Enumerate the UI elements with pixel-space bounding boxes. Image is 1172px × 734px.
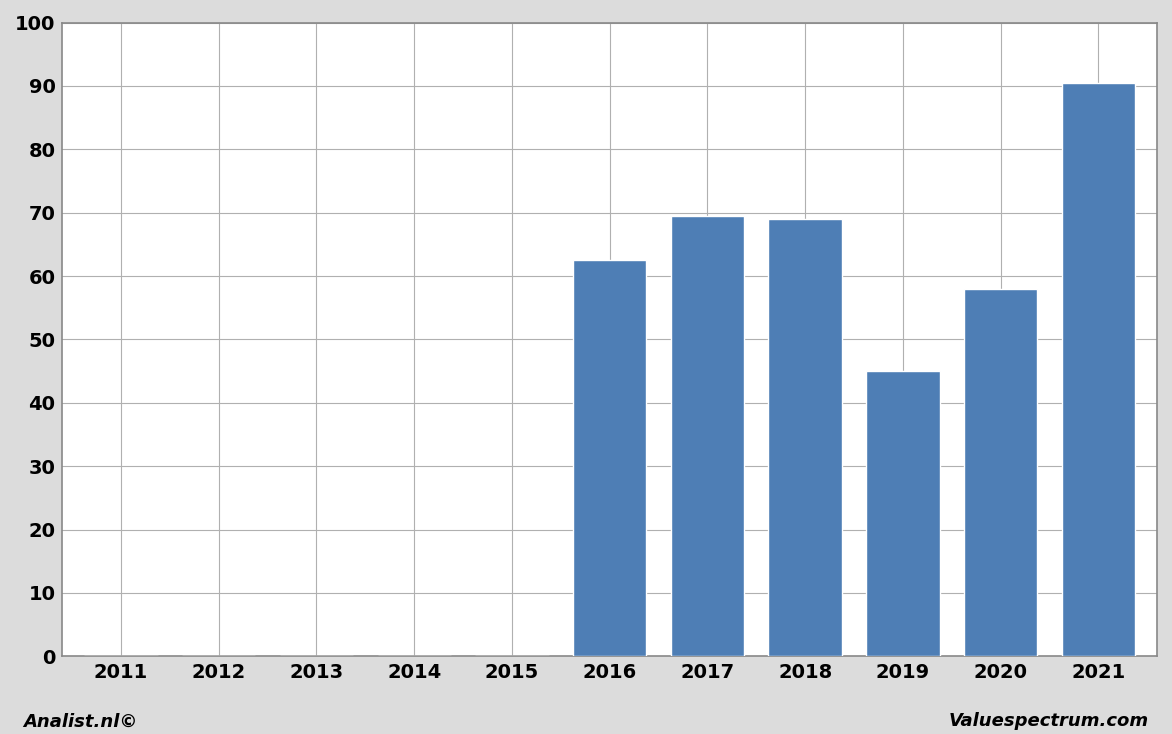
Text: Analist.nl©: Analist.nl© xyxy=(23,712,138,730)
Bar xyxy=(573,260,646,656)
Bar xyxy=(670,216,744,656)
Bar xyxy=(963,288,1037,656)
Bar xyxy=(1062,83,1134,656)
Bar xyxy=(866,371,940,656)
Text: Valuespectrum.com: Valuespectrum.com xyxy=(948,712,1149,730)
Bar xyxy=(769,219,841,656)
